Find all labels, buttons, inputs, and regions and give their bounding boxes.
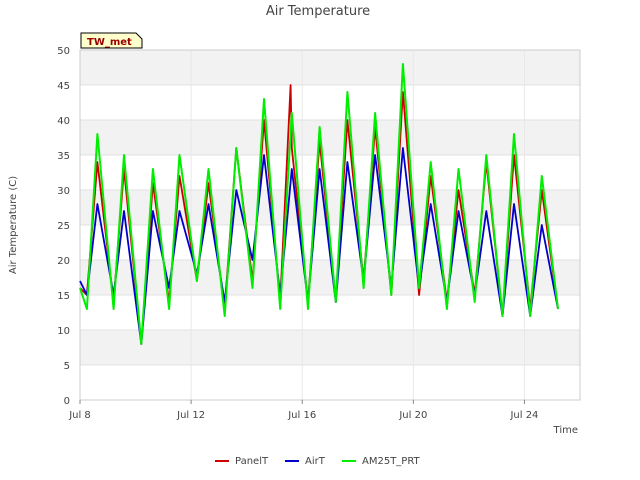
x-tick-label: Jul 8 [68, 410, 91, 421]
series-line-am25t-prt [79, 63, 559, 345]
plot-band [80, 50, 580, 85]
y-tick-label: 35 [57, 151, 70, 162]
y-axis-ticks: 0 5 10 15 20 25 30 35 40 45 50 [57, 46, 70, 407]
x-tick-label: Jul 24 [509, 410, 538, 421]
x-axis-ticks: Jul 8 Jul 12 Jul 16 Jul 20 Jul 24 [68, 400, 538, 421]
plot-band [80, 330, 580, 365]
y-tick-label: 0 [64, 396, 70, 407]
y-tick-label: 30 [57, 186, 70, 197]
y-tick-label: 10 [57, 326, 70, 337]
y-tick-label: 25 [57, 221, 70, 232]
site-label: TW_met [87, 37, 132, 48]
series-layer [79, 63, 559, 345]
x-tick-label: Jul 16 [287, 410, 316, 421]
plot-band [80, 85, 580, 120]
plot-band [80, 155, 580, 190]
plot-band [80, 295, 580, 330]
y-tick-label: 45 [57, 81, 70, 92]
x-axis-label: Time [553, 425, 578, 436]
y-tick-label: 15 [57, 291, 70, 302]
plot-band [80, 365, 580, 400]
y-tick-label: 50 [57, 46, 70, 57]
legend-label: AM25T_PRT [362, 456, 421, 467]
plot-area-border [79, 49, 581, 401]
y-axis-label: Air Temperature (C) [8, 176, 19, 274]
y-tick-label: 20 [57, 256, 70, 267]
chart-title: Air Temperature [266, 4, 370, 19]
y-tick-label: 5 [64, 361, 70, 372]
x-tick-label: Jul 20 [398, 410, 427, 421]
legend: PanelT AirT AM25T_PRT [215, 456, 421, 467]
plot-band [80, 190, 580, 225]
site-label-badge: TW_met [80, 32, 143, 49]
x-tick-label: Jul 12 [176, 410, 205, 421]
y-tick-label: 40 [57, 116, 70, 127]
legend-label: PanelT [235, 456, 269, 467]
legend-label: AirT [305, 456, 326, 467]
plot-band [80, 120, 580, 155]
